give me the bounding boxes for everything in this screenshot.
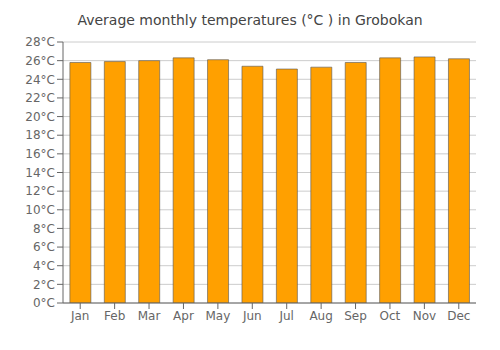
svg-text:24°C: 24°C	[25, 73, 55, 87]
svg-text:Oct: Oct	[380, 309, 401, 323]
svg-text:2°C: 2°C	[33, 278, 55, 292]
svg-text:Dec: Dec	[447, 309, 470, 323]
svg-text:22°C: 22°C	[25, 91, 55, 105]
html-text:Average monthly temperatures (: Average monthly temperatures (°C ) in Gr…	[77, 12, 423, 28]
svg-text:8°C: 8°C	[33, 222, 55, 236]
svg-text:Nov: Nov	[413, 309, 436, 323]
svg-text:Feb: Feb	[104, 309, 125, 323]
svg-text:28°C: 28°C	[25, 35, 55, 49]
svg-text:4°C: 4°C	[33, 259, 55, 273]
svg-text:Apr: Apr	[173, 309, 194, 323]
svg-text:Jan: Jan	[70, 309, 90, 323]
svg-text:26°C: 26°C	[25, 54, 55, 68]
svg-text:Sep: Sep	[344, 309, 367, 323]
svg-text:12°C: 12°C	[25, 184, 55, 198]
svg-text:Jun: Jun	[242, 309, 262, 323]
svg-text:0°C: 0°C	[33, 296, 55, 310]
svg-text:10°C: 10°C	[25, 203, 55, 217]
svg-text:20°C: 20°C	[25, 110, 55, 124]
svg-text:6°C: 6°C	[33, 240, 55, 254]
svg-text:16°C: 16°C	[25, 147, 55, 161]
svg-text:May: May	[205, 309, 230, 323]
svg-text:Jul: Jul	[278, 309, 293, 323]
svg-text:14°C: 14°C	[25, 166, 55, 180]
svg-text:18°C: 18°C	[25, 128, 55, 142]
svg-text:Mar: Mar	[138, 309, 161, 323]
svg-text:Aug: Aug	[309, 309, 332, 323]
